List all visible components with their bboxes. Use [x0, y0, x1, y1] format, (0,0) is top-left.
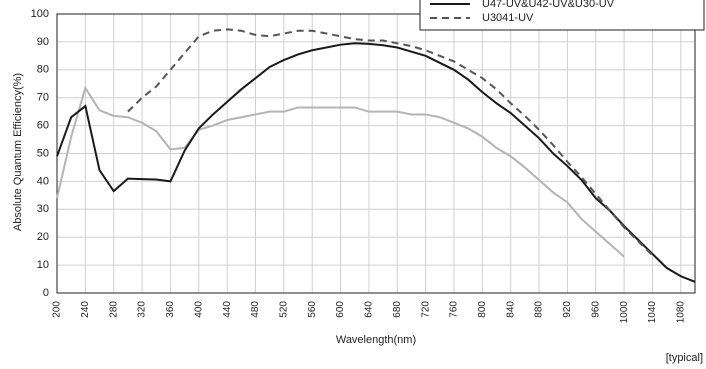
x-axis-label: Wavelength(nm)	[336, 334, 416, 346]
y-tick-label: 10	[37, 259, 49, 271]
data-line	[56, 85, 625, 258]
y-axis-label: Absolute Quantum Efficiency(%)	[12, 73, 24, 231]
x-tick-label: 680	[392, 301, 403, 318]
x-tick-label: 240	[80, 301, 91, 318]
x-tick-label: 400	[193, 301, 204, 318]
x-tick-label: 280	[108, 301, 119, 318]
x-tick-label: 440	[222, 301, 233, 318]
data-line	[127, 28, 654, 257]
note: [typical]	[666, 352, 703, 364]
x-tick-label: 800	[477, 301, 488, 318]
x-tick-label: 640	[364, 301, 375, 318]
x-tick-label: 600	[335, 301, 346, 318]
x-tick-label: 480	[250, 301, 261, 318]
x-tick-label: 1040	[647, 301, 658, 324]
y-tick-label: 100	[31, 8, 49, 20]
x-tick-label: 840	[505, 301, 516, 318]
y-tick-label: 40	[37, 175, 49, 187]
data-line	[56, 42, 696, 283]
y-tick-label: 80	[37, 64, 49, 76]
y-tick-label: 90	[37, 36, 49, 48]
x-tick-label: 880	[534, 301, 545, 318]
x-tick-label: 1080	[675, 301, 686, 324]
x-tick-label: 560	[307, 301, 318, 318]
y-tick-label: 60	[37, 120, 49, 132]
y-tick-label: 0	[43, 287, 49, 299]
y-tick-label: 70	[37, 92, 49, 104]
x-tick-label: 360	[165, 301, 176, 318]
y-tick-label: 50	[37, 147, 49, 159]
x-tick-label: 960	[590, 301, 601, 318]
x-tick-label: 320	[137, 301, 148, 318]
legend-label: U47-UV&U42-UV&U30-UV	[482, 0, 615, 10]
x-tick-label: 520	[278, 301, 289, 318]
x-tick-label: 760	[449, 301, 460, 318]
x-tick-label: 1000	[619, 301, 630, 324]
y-tick-label: 30	[37, 203, 49, 215]
legend-label: U3041-UV	[482, 12, 534, 24]
x-tick-label: 200	[52, 301, 63, 318]
x-tick-label: 720	[420, 301, 431, 318]
x-tick-label: 920	[562, 301, 573, 318]
y-tick-label: 20	[37, 231, 49, 243]
